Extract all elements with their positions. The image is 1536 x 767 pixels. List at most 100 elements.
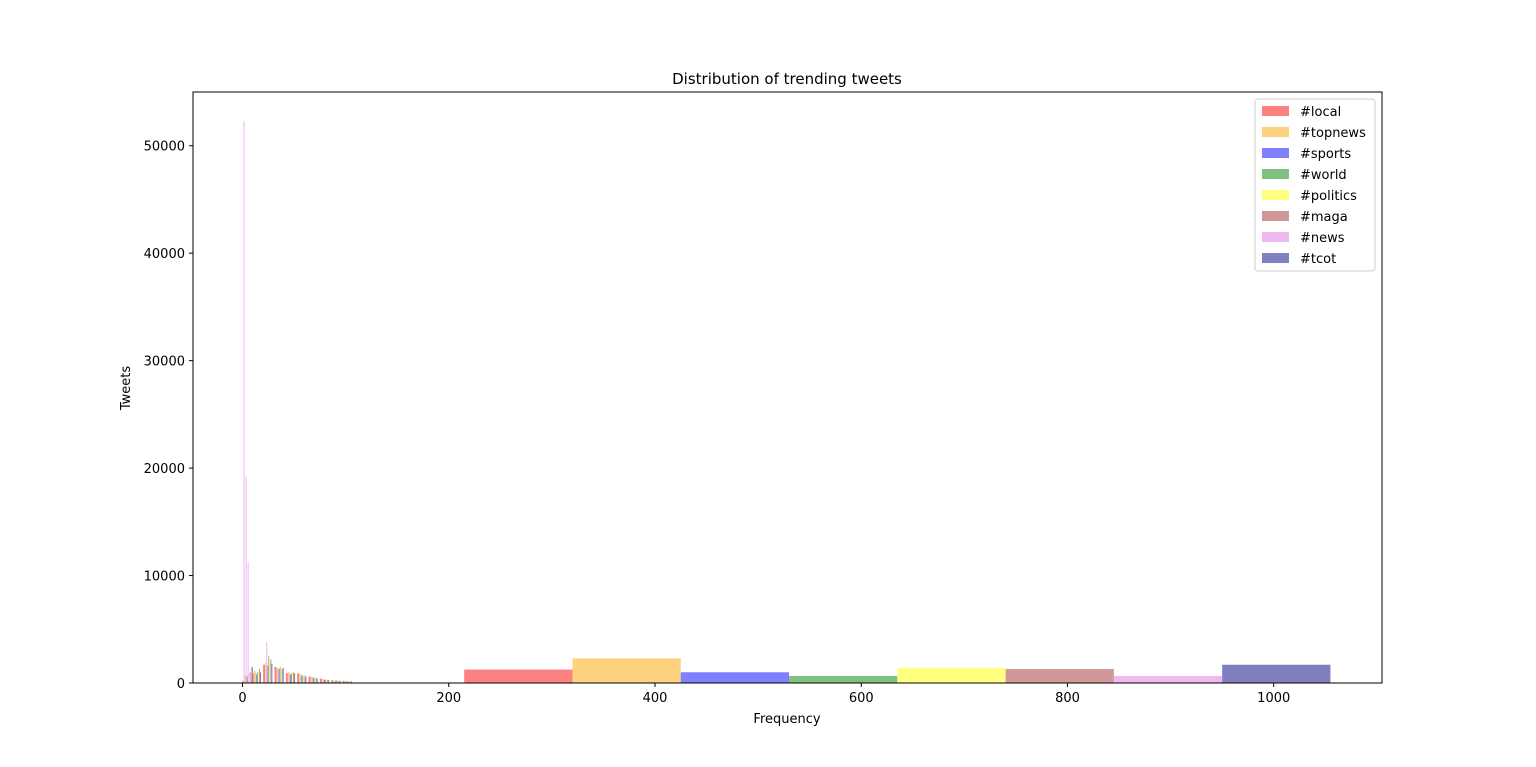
x-tick-label: 1000: [1257, 691, 1290, 706]
bar-local-4: [285, 673, 288, 683]
plot-area: [192, 91, 1383, 684]
legend-label: #world: [1300, 168, 1347, 183]
bar-maga-8: [338, 680, 340, 683]
y-tick-label: 40000: [144, 247, 185, 262]
bar-tcot-10: [1222, 664, 1331, 683]
bar-news-6: [288, 674, 290, 683]
bar-sports-2: [267, 665, 269, 683]
bar-politics-2: [269, 658, 271, 683]
bar-politics-8: [337, 680, 339, 683]
legend-frame: [1254, 98, 1376, 272]
bar-news-7: [300, 676, 302, 683]
bar-local-5: [297, 673, 300, 683]
legend-label: #tcot: [1300, 252, 1336, 267]
legend-swatch: [1262, 190, 1289, 200]
bar-news-9: [322, 679, 324, 683]
bar-sports-6: [312, 677, 314, 683]
y-axis-ticks: 0 10000 20000 30000 40000 50000: [144, 140, 193, 692]
bar-sports-1: [255, 674, 257, 683]
bar-maga-0: [249, 672, 251, 683]
y-tick-label: 10000: [144, 570, 185, 585]
bar-local-7: [319, 678, 322, 683]
bar-world-7: [325, 679, 327, 683]
y-axis-label: Tweets: [119, 366, 134, 412]
bar-tcot-3: [282, 667, 284, 683]
bar-local-2: [263, 664, 266, 683]
bar-topnews-1: [253, 671, 256, 683]
bar-news-2: [247, 562, 249, 683]
bar-topnews-9: [344, 680, 347, 683]
bar-world-2: [268, 656, 270, 683]
legend-label: #maga: [1300, 210, 1348, 225]
axes-frame: [192, 91, 1383, 684]
bar-maga-3: [281, 669, 283, 683]
series-politics: [248, 658, 1006, 683]
legend-swatch: [1262, 232, 1289, 242]
legend-item: #local: [1262, 105, 1341, 120]
bar-sports-8: [335, 680, 337, 683]
legend-swatch: [1262, 148, 1289, 158]
bar-politics-5: [303, 675, 305, 683]
bar-politics-10: [897, 667, 1006, 683]
x-axis-label: Frequency: [753, 712, 820, 727]
bar-topnews-8: [333, 680, 336, 683]
legend-item: #maga: [1262, 210, 1348, 225]
bar-politics-4: [292, 671, 294, 683]
bar-world-1: [256, 672, 258, 683]
bar-news-5: [277, 670, 279, 683]
bar-news-3: [250, 667, 252, 683]
y-tick-label: 50000: [144, 140, 185, 155]
bar-tcot-5: [305, 676, 307, 683]
bar-sports-3: [278, 669, 280, 683]
bar-local-10: [464, 669, 573, 683]
y-tick-label: 20000: [144, 462, 185, 477]
legend-swatch: [1262, 211, 1289, 221]
legend-label: #topnews: [1300, 126, 1366, 141]
bar-maga-4: [293, 672, 295, 683]
bar-tcot-8: [339, 680, 341, 683]
x-tick-label: 200: [436, 691, 461, 706]
bar-topnews-10: [572, 658, 681, 683]
bar-world-9: [347, 681, 349, 683]
series-maga: [249, 659, 1114, 683]
bar-maga-6: [315, 677, 317, 683]
bar-news-10: [1113, 676, 1223, 683]
bar-sports-10: [680, 672, 790, 683]
x-tick-label: 600: [849, 691, 874, 706]
bar-sports-4: [289, 674, 291, 683]
series-topnews: [244, 658, 681, 683]
bar-sports-9: [346, 681, 348, 683]
bar-sports-5: [301, 675, 303, 683]
series-local: [242, 664, 573, 683]
bar-maga-2: [270, 659, 272, 683]
legend-items: #local #topnews #sports #world #politics #mag…: [1262, 105, 1366, 267]
x-tick-label: 0: [238, 691, 246, 706]
legend-label: #politics: [1300, 189, 1357, 204]
bar-maga-7: [327, 679, 329, 683]
legend: #local #topnews #sports #world #politics #mag…: [1254, 98, 1376, 272]
bar-local-9: [342, 680, 345, 683]
legend-label: #sports: [1300, 147, 1351, 162]
bar-world-5: [302, 675, 304, 683]
bar-local-6: [308, 676, 311, 683]
bar-politics-1: [257, 670, 259, 683]
bar-maga-1: [259, 669, 261, 683]
y-tick-label: 30000: [144, 355, 185, 370]
bar-world-3: [279, 666, 281, 683]
bar-tcot-4: [294, 673, 296, 683]
chart-title: Distribution of trending tweets: [672, 70, 902, 88]
legend-swatch: [1262, 127, 1289, 137]
bar-sports-7: [323, 679, 325, 683]
bar-news-1: [245, 476, 247, 683]
bar-politics-9: [348, 681, 350, 683]
bar-politics-3: [280, 667, 282, 683]
series-tcot: [251, 663, 1331, 683]
bar-politics-6: [314, 677, 316, 683]
bar-world-6: [313, 677, 315, 683]
bar-news-4: [266, 642, 268, 683]
bar-world-4: [290, 673, 292, 683]
series-sports: [246, 665, 790, 683]
legend-label: #local: [1300, 105, 1341, 120]
legend-swatch: [1262, 253, 1289, 263]
bar-local-3: [274, 666, 277, 683]
